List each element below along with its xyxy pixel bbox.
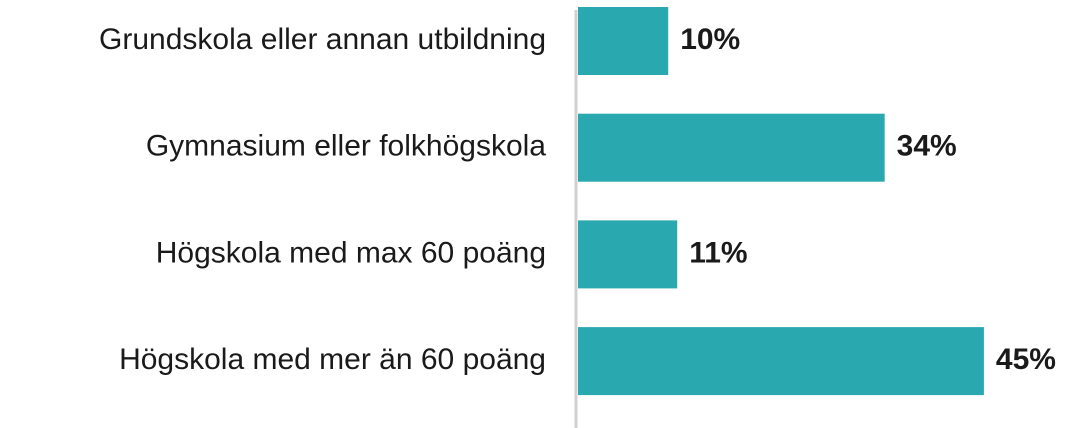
- bar: [578, 7, 669, 75]
- value-label: 11%: [689, 236, 747, 269]
- value-label: 45%: [996, 343, 1056, 376]
- bar: [578, 113, 885, 182]
- value-label: 10%: [680, 23, 740, 56]
- category-label: Grundskola eller annan utbildning: [99, 23, 546, 56]
- category-label: Gymnasium eller folkhögskola: [146, 130, 546, 163]
- bar: [578, 327, 984, 396]
- category-label: Högskola med mer än 60 poäng: [119, 343, 546, 376]
- category-label: Högskola med max 60 poäng: [156, 236, 546, 269]
- value-label: 34%: [897, 130, 957, 163]
- bar: [578, 220, 678, 289]
